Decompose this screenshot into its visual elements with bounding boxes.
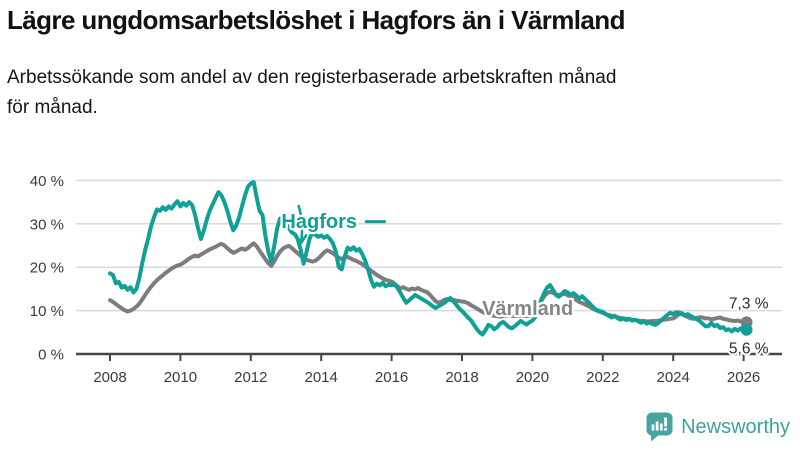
newsworthy-brand: Newsworthy bbox=[646, 412, 790, 442]
logo-exclamation-dot bbox=[664, 428, 667, 431]
series-label-hagfors: Hagfors bbox=[281, 211, 357, 233]
subtitle-line-2: för månad. bbox=[7, 97, 98, 119]
logo-exclamation-bar bbox=[664, 417, 667, 427]
annotation-arrow-hagfors bbox=[294, 204, 308, 245]
unemployment-chart: 0 % 10 % 20 % 30 % 40 % 2008 2010 2012 2014 2016 2… bbox=[30, 173, 782, 386]
y-tick-label-0: 0 % bbox=[38, 347, 64, 364]
x-tick-label-2008: 2008 bbox=[93, 369, 126, 386]
newsworthy-logo-icon bbox=[646, 412, 673, 442]
grid-layer bbox=[76, 179, 782, 312]
axis-layer: 0 % 10 % 20 % 30 % 40 % 2008 2010 2012 2014 2016 2… bbox=[30, 173, 782, 386]
x-tick-label-2020: 2020 bbox=[516, 369, 549, 386]
x-tick-label-2014: 2014 bbox=[305, 369, 338, 386]
series-label-vrmland: Värmland bbox=[482, 298, 573, 320]
x-tick-label-2010: 2010 bbox=[164, 369, 197, 386]
y-tick-label-20: 20 % bbox=[30, 260, 64, 277]
series-end-dot-hagfors bbox=[740, 323, 753, 336]
subtitle-line-1: Arbetssökande som andel av den registerb… bbox=[7, 67, 617, 88]
annotation-layer: Hagfors Värmland bbox=[279, 204, 575, 322]
series-line-hagfors bbox=[108, 180, 749, 337]
latest-value-label-hagfors: 5,6 % bbox=[729, 341, 769, 358]
logo-bubble-tail bbox=[651, 434, 661, 442]
x-tick-label-2026: 2026 bbox=[727, 369, 760, 386]
x-tick-label-2024: 2024 bbox=[657, 369, 690, 386]
y-tick-label-40: 40 % bbox=[30, 173, 64, 190]
y-tick-label-30: 30 % bbox=[30, 216, 64, 233]
x-tick-label-2012: 2012 bbox=[234, 369, 267, 386]
page-title: Lägre ungdomsarbetslöshet i Hagfors än i… bbox=[7, 5, 625, 35]
chart-subtitle: Arbetssökande som andel av den registerb… bbox=[7, 63, 793, 123]
brand-name: Newsworthy bbox=[681, 415, 790, 438]
x-tick-label-2016: 2016 bbox=[375, 369, 408, 386]
latest-value-label-vrmland: 7,3 % bbox=[729, 295, 769, 312]
x-tick-label-2022: 2022 bbox=[586, 369, 619, 386]
y-tick-label-10: 10 % bbox=[30, 303, 64, 320]
series-layer: 7,3 % 5,6 % bbox=[108, 180, 771, 360]
x-tick-label-2018: 2018 bbox=[445, 369, 478, 386]
